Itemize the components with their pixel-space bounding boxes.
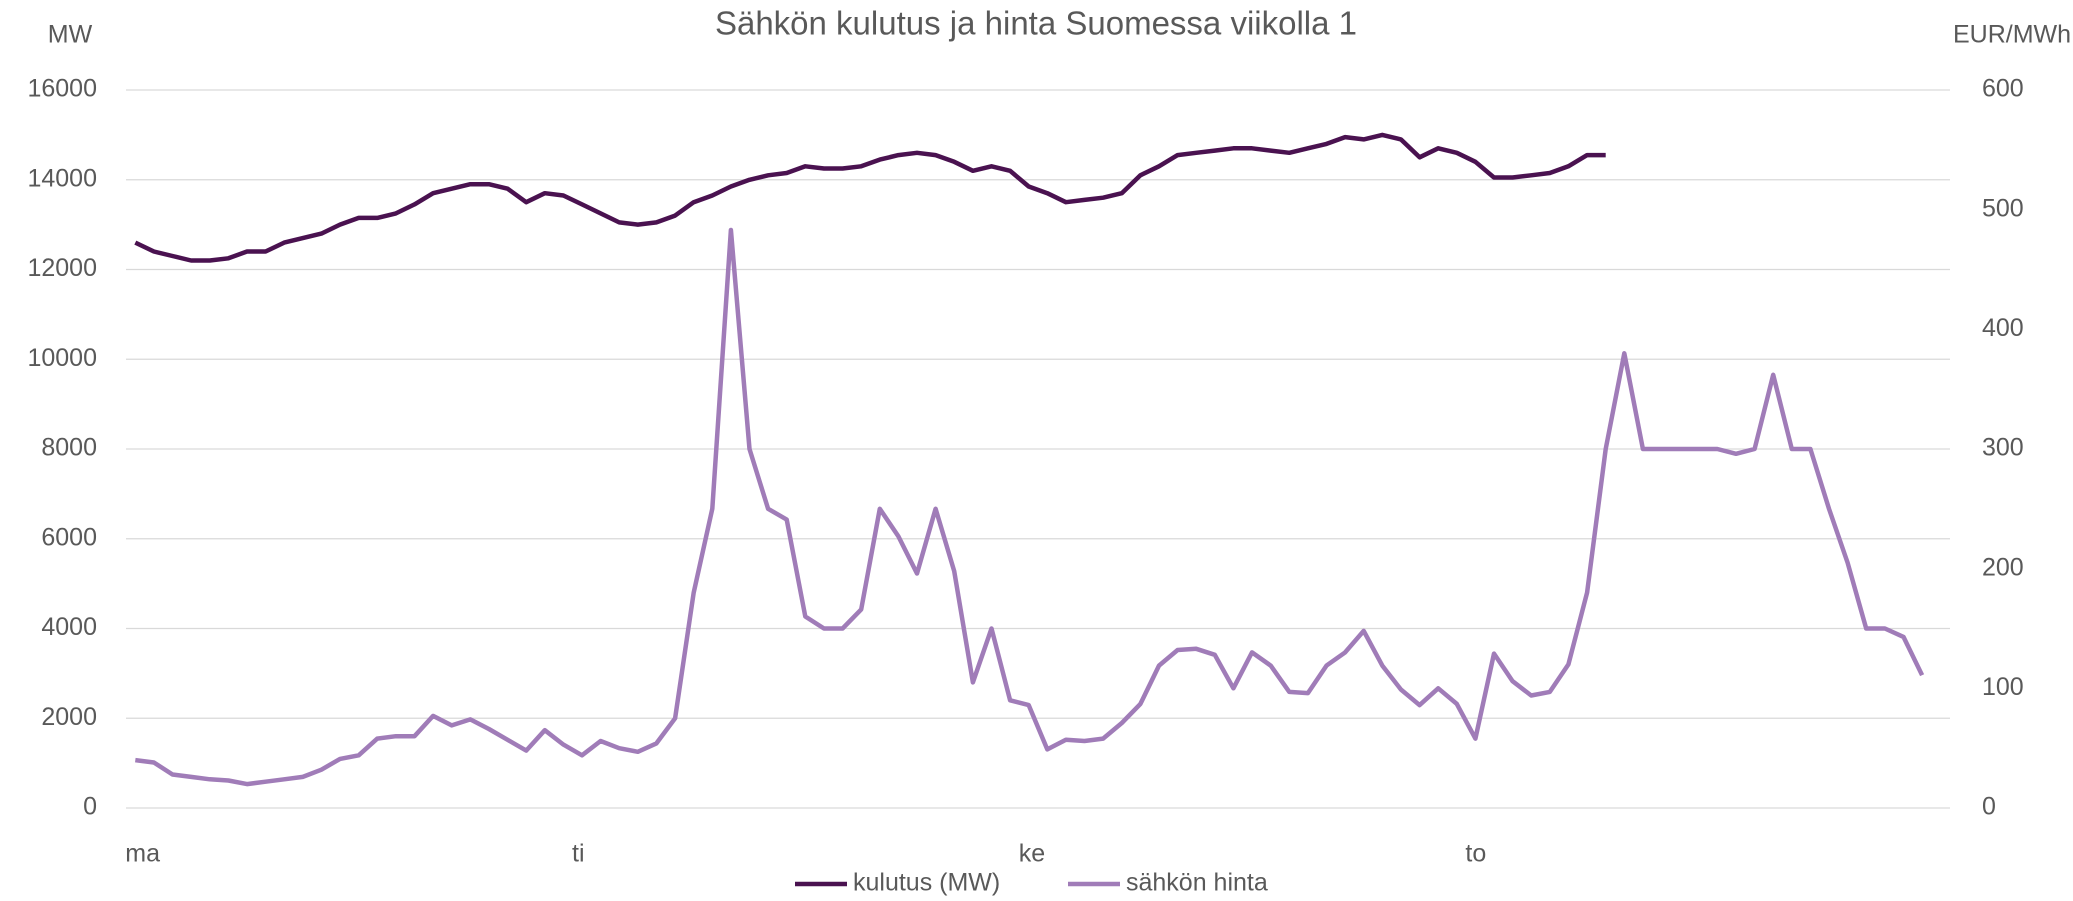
x-tick-label: ti (572, 840, 585, 868)
x-tick-label: ke (1019, 840, 1045, 868)
y-tick-label: 2000 (41, 703, 97, 731)
y2-tick-label: 400 (1982, 314, 2024, 342)
legend-label: kulutus (MW) (853, 869, 1000, 897)
y2-tick-label: 100 (1982, 673, 2024, 701)
y2-tick-label: 0 (1982, 793, 1996, 821)
y-tick-label: 8000 (41, 434, 97, 462)
y2-tick-label: 500 (1982, 194, 2024, 222)
x-tick-label: to (1465, 840, 1486, 868)
y-axis-label: MW (48, 21, 93, 49)
y2-tick-label: 600 (1982, 75, 2024, 103)
chart-title: Sähkön kulutus ja hinta Suomessa viikoll… (715, 5, 1357, 42)
y-tick-label: 6000 (41, 523, 97, 551)
y-tick-label: 14000 (27, 164, 97, 192)
series-line (135, 227, 1925, 787)
y2-tick-label: 200 (1982, 553, 2024, 581)
y2-tick-label: 300 (1982, 434, 2024, 462)
y-tick-label: 0 (83, 793, 97, 821)
x-tick-label: ma (125, 840, 160, 868)
y-tick-label: 12000 (27, 254, 97, 282)
y-tick-label: 16000 (27, 75, 97, 103)
series-line (134, 132, 1606, 263)
y-tick-label: 10000 (27, 344, 97, 372)
legend-label: sähkön hinta (1126, 869, 1268, 897)
y-tick-label: 4000 (41, 613, 97, 641)
y2-axis-label: EUR/MWh (1953, 21, 2071, 49)
